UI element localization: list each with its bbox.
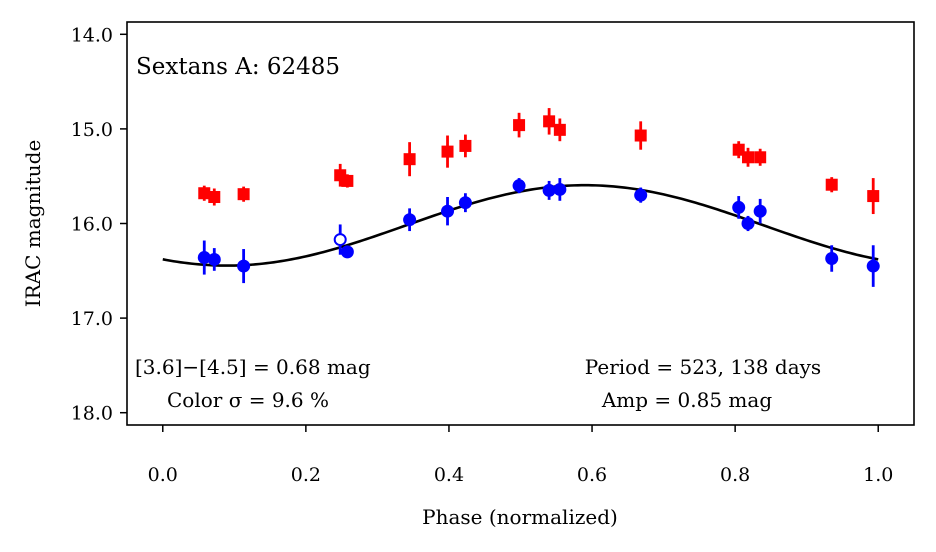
data-point-open-circle: [333, 233, 347, 247]
x-tick-label: 0.0: [148, 464, 178, 486]
data-point-circle: [512, 179, 526, 193]
data-point-circle: [340, 245, 354, 259]
x-tick-label: 0.6: [577, 464, 607, 486]
data-point-square: [825, 178, 838, 191]
y-axis: 14.0 15.0 16.0 17.0 18.0: [71, 24, 127, 425]
x-axis: 0.0 0.2 0.4 0.6 0.8 1.0: [148, 425, 893, 486]
data-point-circle: [237, 259, 251, 273]
series-3p6-blue: [197, 178, 880, 287]
x-axis-label: Phase (normalized): [422, 505, 618, 529]
data-point-square: [742, 151, 755, 164]
y-tick-label: 17.0: [71, 308, 113, 330]
y-tick-label: 18.0: [71, 403, 113, 425]
data-point-circle: [403, 213, 417, 227]
data-point-square: [543, 115, 556, 128]
data-point-circle: [458, 196, 472, 210]
x-tick-label: 0.8: [720, 464, 750, 486]
data-point-square: [513, 119, 526, 132]
period-annotation: Period = 523, 138 days: [585, 355, 821, 379]
y-tick-label: 14.0: [71, 24, 113, 46]
data-point-square: [553, 123, 566, 136]
data-point-circle: [207, 252, 221, 266]
model-curve-layer: [162, 183, 879, 267]
y-axis-label: IRAC magnitude: [21, 140, 45, 308]
y-tick-label: 16.0: [71, 214, 113, 236]
x-tick-label: 0.4: [434, 464, 464, 486]
series-4p5-red: [198, 108, 880, 215]
series-layer: [197, 108, 880, 287]
data-point-circle: [825, 252, 839, 266]
data-point-square: [403, 153, 416, 166]
data-point-square: [867, 190, 880, 203]
model-curve-line: [162, 183, 879, 267]
data-point-circle: [753, 204, 767, 218]
data-point-square: [634, 129, 647, 142]
data-point-circle: [634, 188, 648, 202]
chart-title: Sextans A: 62485: [136, 54, 340, 80]
data-point-square: [208, 191, 221, 204]
data-point-square: [459, 139, 472, 152]
color-sigma-annotation: Color σ = 9.6 %: [167, 388, 329, 412]
data-point-square: [754, 151, 767, 164]
data-point-square: [341, 174, 354, 187]
data-point-circle: [441, 204, 455, 218]
data-point-circle: [866, 259, 880, 273]
data-point-square: [732, 143, 745, 156]
data-point-circle: [741, 217, 755, 230]
x-tick-label: 1.0: [863, 464, 893, 486]
data-point-square: [198, 187, 211, 200]
amplitude-annotation: Amp = 0.85 mag: [601, 388, 772, 412]
data-point-square: [441, 145, 454, 158]
data-point-square: [237, 188, 250, 201]
x-tick-label: 0.2: [291, 464, 321, 486]
data-point-circle: [197, 251, 211, 265]
color-index-annotation: [3.6]−[4.5] = 0.68 mag: [135, 355, 371, 379]
data-point-circle: [542, 183, 556, 197]
data-point-circle: [553, 182, 567, 196]
data-point-circle: [732, 200, 746, 214]
y-tick-label: 15.0: [71, 119, 113, 141]
